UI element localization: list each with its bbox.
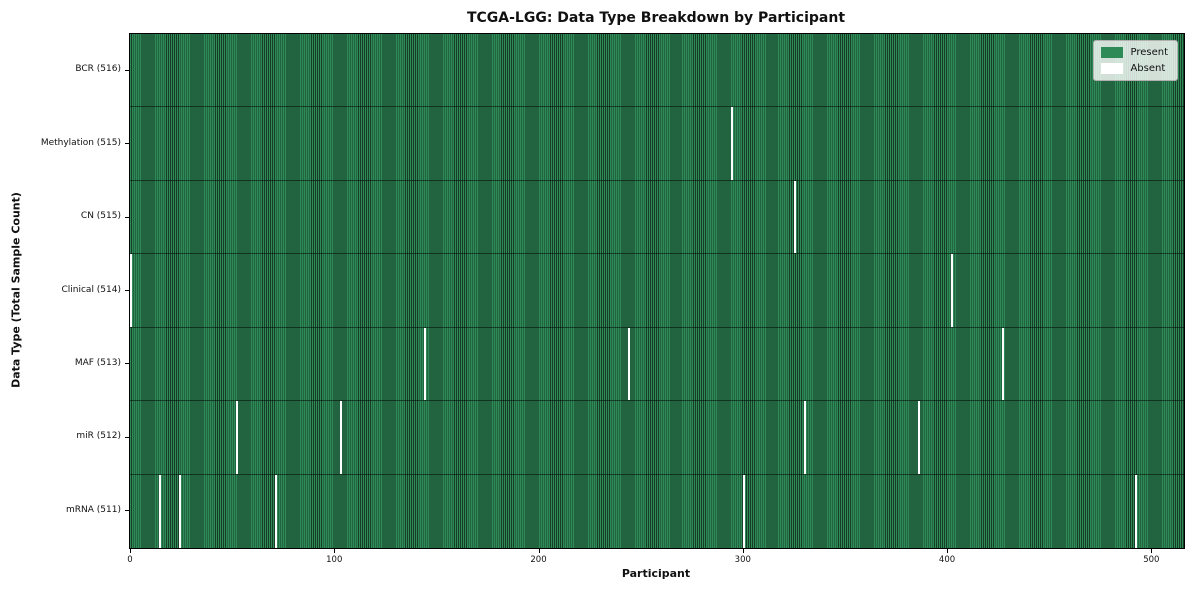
y-tick-mark [125,216,129,218]
absent-gap [130,254,133,327]
y-tick-mark [125,69,129,71]
y-tick-label: Clinical (514) [61,284,121,295]
absent-swatch-icon [1101,63,1124,74]
x-tick-label: 0 [127,555,133,565]
x-tick-label: 400 [938,555,956,565]
x-tick-mark [130,549,131,553]
chart-title: TCGA-LGG: Data Type Breakdown by Partici… [466,10,846,26]
absent-gap [1134,474,1137,548]
x-tick-mark [947,549,949,553]
absent-gap [424,327,427,401]
absent-gap [236,401,239,474]
absent-gap [158,474,161,548]
x-tick-label: 300 [734,555,751,565]
x-tick-label: 500 [1143,555,1160,565]
absent-gap [730,107,733,180]
absent-gap [804,401,807,474]
y-tick-label: BCR (516) [75,64,121,75]
y-tick-label: mRNA (511) [66,504,121,515]
y-tick-label: CN (515) [80,211,121,222]
y-tick-mark [125,436,129,438]
legend-entry-absent: Absent [1101,63,1168,74]
y-tick-mark [125,363,129,365]
heatmap-row-BCR [130,34,1184,108]
plot-area: Present Absent [129,33,1185,549]
absent-gap [918,401,921,474]
absent-gap [1002,327,1005,401]
present-swatch-icon [1101,47,1124,58]
legend-entry-present: Present [1101,47,1168,58]
y-tick-label: Methylation (515) [40,137,121,148]
absent-gap [793,180,796,254]
x-tick-mark [1151,549,1153,553]
absent-gap [951,254,954,327]
x-tick-label: 100 [326,555,343,565]
absent-gap [275,474,278,548]
legend: Present Absent [1093,40,1178,81]
x-axis-label: Participant [621,567,691,580]
y-tick-label: MAF (513) [74,357,121,368]
y-tick-mark [125,143,129,145]
heatmap-row-miR [130,401,1184,475]
absent-gap [179,474,182,548]
heatmap-row-mRNA [130,474,1184,548]
absent-gap [742,474,745,548]
x-tick-mark [742,549,744,553]
x-tick-mark [334,549,336,553]
legend-label-present: Present [1130,47,1168,58]
heatmap-row-Methylation [130,107,1184,181]
x-tick-label: 200 [530,555,547,565]
heatmap-row-Clinical [130,254,1184,328]
absent-gap [340,401,343,474]
legend-label-absent: Absent [1130,63,1166,74]
heatmap-row-CN [130,180,1184,255]
y-tick-mark [125,290,129,291]
y-tick-label: miR (512) [76,431,121,442]
heatmap-row-MAF [130,327,1184,402]
absent-gap [628,327,631,401]
x-tick-mark [538,549,540,553]
y-tick-mark [125,510,129,512]
